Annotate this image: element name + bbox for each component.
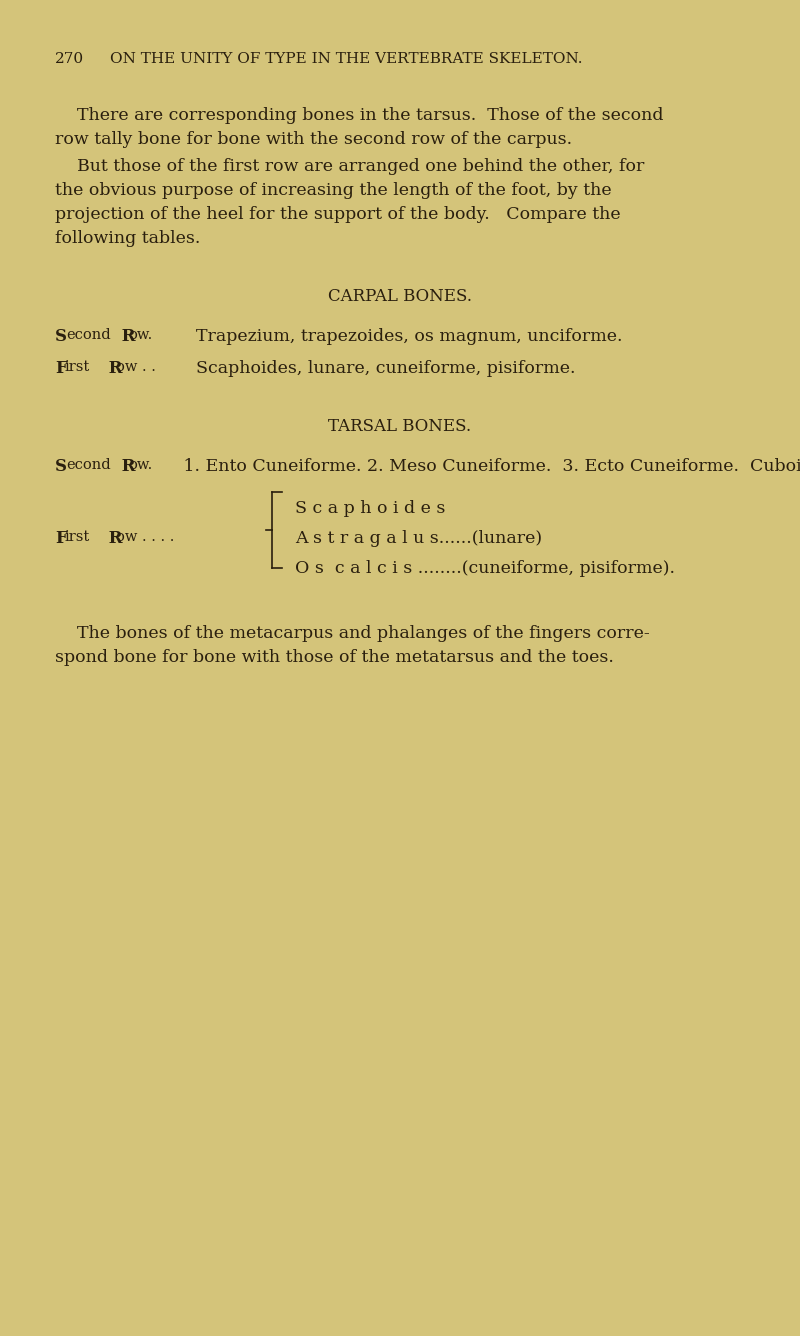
Text: TARSAL BONES.: TARSAL BONES.	[329, 418, 471, 436]
Text: Scaphoides, lunare, cuneiforme, pisiforme.: Scaphoides, lunare, cuneiforme, pisiform…	[185, 359, 575, 377]
Text: ow . . . .: ow . . . .	[116, 530, 174, 544]
Text: econd: econd	[66, 458, 110, 472]
Text: econd: econd	[66, 329, 110, 342]
Text: 270: 270	[55, 52, 84, 65]
Text: Trapezium, trapezoides, os magnum, unciforme.: Trapezium, trapezoides, os magnum, uncif…	[185, 329, 622, 345]
Text: irst: irst	[65, 530, 90, 544]
Text: ON THE UNITY OF TYPE IN THE VERTEBRATE SKELETON.: ON THE UNITY OF TYPE IN THE VERTEBRATE S…	[110, 52, 582, 65]
Text: The bones of the metacarpus and phalanges of the fingers corre-: The bones of the metacarpus and phalange…	[55, 625, 650, 643]
Text: R: R	[116, 458, 135, 476]
Text: R: R	[103, 530, 122, 546]
Text: R: R	[116, 329, 135, 345]
Text: F: F	[55, 359, 66, 377]
Text: There are corresponding bones in the tarsus.  Those of the second: There are corresponding bones in the tar…	[55, 107, 663, 124]
Text: S: S	[55, 458, 67, 476]
Text: the obvious purpose of increasing the length of the foot, by the: the obvious purpose of increasing the le…	[55, 182, 612, 199]
Text: 1. Ento Cuneiforme. 2. Meso Cuneiforme.  3. Ecto Cuneiforme.  Cuboides.: 1. Ento Cuneiforme. 2. Meso Cuneiforme. …	[178, 458, 800, 476]
Text: O s  c a l c i s ........(cuneiforme, pisiforme).: O s c a l c i s ........(cuneiforme, pis…	[295, 560, 675, 577]
Text: row tally bone for bone with the second row of the carpus.: row tally bone for bone with the second …	[55, 131, 572, 148]
Text: F: F	[55, 530, 66, 546]
Text: ow . .: ow . .	[116, 359, 156, 374]
Text: irst: irst	[65, 359, 90, 374]
Text: projection of the heel for the support of the body.   Compare the: projection of the heel for the support o…	[55, 206, 621, 223]
Text: S c a p h o i d e s: S c a p h o i d e s	[295, 500, 446, 517]
Text: S: S	[55, 329, 67, 345]
Text: spond bone for bone with those of the metatarsus and the toes.: spond bone for bone with those of the me…	[55, 649, 614, 667]
Text: A s t r a g a l u s......(lunare): A s t r a g a l u s......(lunare)	[295, 530, 542, 546]
Text: R: R	[103, 359, 122, 377]
Text: ow.: ow.	[128, 329, 152, 342]
Text: CARPAL BONES.: CARPAL BONES.	[328, 289, 472, 305]
Text: following tables.: following tables.	[55, 230, 200, 247]
Text: But those of the first row are arranged one behind the other, for: But those of the first row are arranged …	[55, 158, 644, 175]
Text: ow.: ow.	[128, 458, 152, 472]
